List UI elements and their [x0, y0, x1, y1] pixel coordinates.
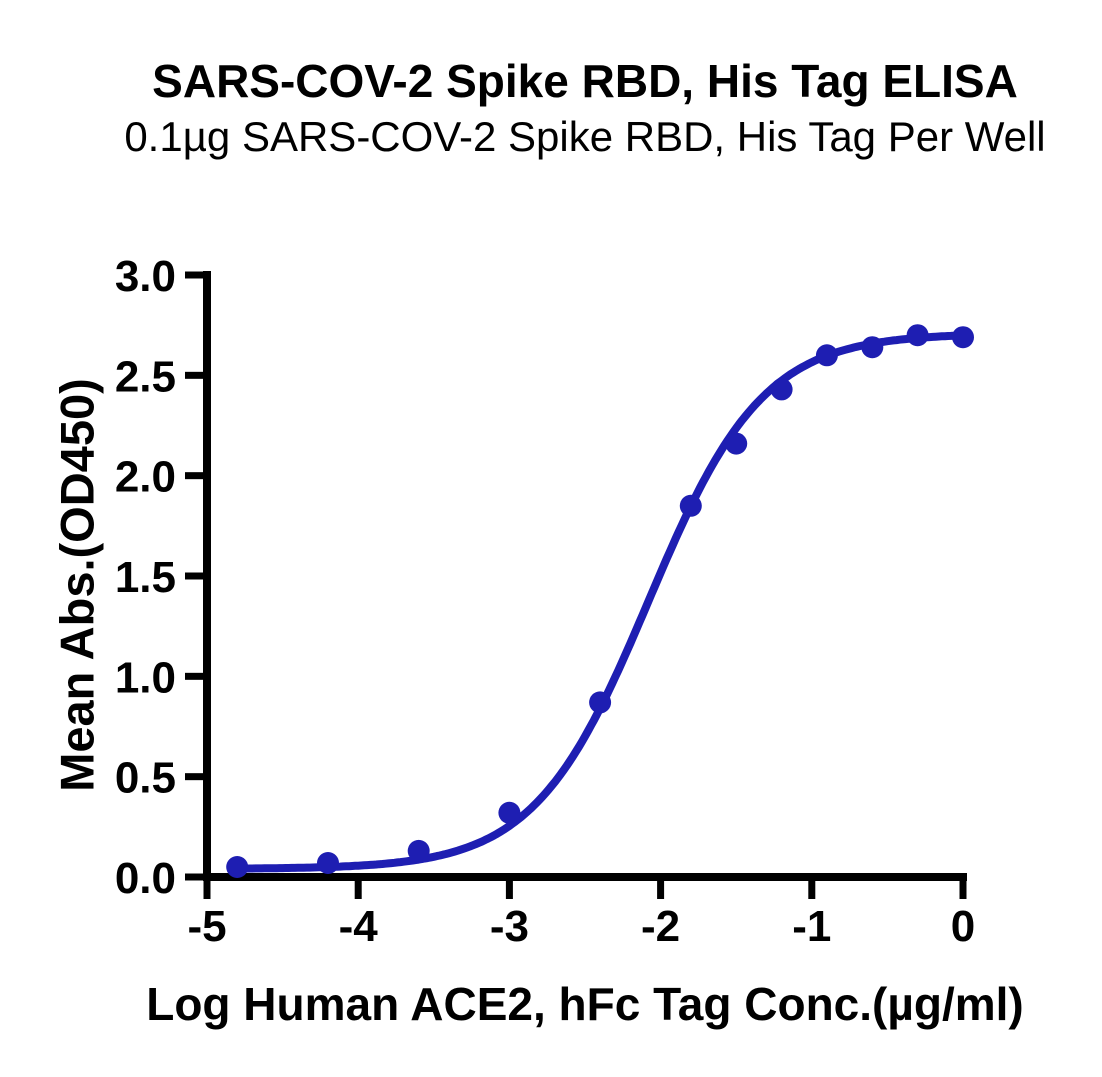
- y-tick-label: 3.0: [115, 252, 176, 301]
- chart-title: SARS-COV-2 Spike RBD, His Tag ELISA: [152, 55, 1018, 107]
- data-point: [770, 378, 793, 401]
- y-tick: [185, 371, 203, 379]
- data-point: [815, 344, 838, 367]
- x-tick-label: -3: [490, 902, 529, 951]
- data-point: [725, 432, 748, 455]
- data-point: [952, 326, 974, 349]
- y-tick: [185, 773, 203, 781]
- data-point: [861, 336, 884, 359]
- x-tick-label: 0: [951, 902, 975, 951]
- x-tick: [505, 881, 513, 899]
- data-point: [407, 839, 430, 862]
- data-point: [317, 852, 339, 874]
- y-tick: [185, 873, 203, 881]
- data-point: [589, 691, 612, 714]
- y-axis-line: [203, 271, 211, 881]
- x-tick: [959, 881, 967, 899]
- x-tick-label: -2: [641, 902, 680, 951]
- y-tick: [185, 472, 203, 480]
- x-axis-line: [203, 873, 967, 881]
- y-tick-label: 2.0: [115, 453, 176, 502]
- data-point: [226, 856, 249, 878]
- fit-curve: [233, 331, 967, 873]
- y-tick-label: 1.0: [115, 653, 176, 702]
- x-tick: [657, 881, 665, 899]
- chart-subtitle: 0.1µg SARS-COV-2 Spike RBD, His Tag Per …: [124, 113, 1046, 160]
- x-tick: [808, 881, 816, 899]
- x-tick: [354, 881, 362, 899]
- y-tick-label: 1.5: [115, 553, 176, 602]
- data-point: [906, 324, 929, 347]
- y-tick: [185, 271, 203, 279]
- y-tick-label: 0.0: [115, 854, 176, 903]
- x-tick: [203, 881, 211, 899]
- x-tick-label: -5: [187, 902, 226, 951]
- x-tick-label: -4: [339, 902, 379, 951]
- data-point: [498, 801, 521, 824]
- x-tick-label: -1: [792, 902, 831, 951]
- y-tick: [185, 672, 203, 680]
- data-point: [679, 494, 702, 517]
- y-tick-label: 2.5: [115, 352, 176, 401]
- y-tick: [185, 572, 203, 580]
- x-axis-label: Log Human ACE2, hFc Tag Conc.(µg/ml): [146, 978, 1024, 1030]
- y-tick-label: 0.5: [115, 754, 176, 803]
